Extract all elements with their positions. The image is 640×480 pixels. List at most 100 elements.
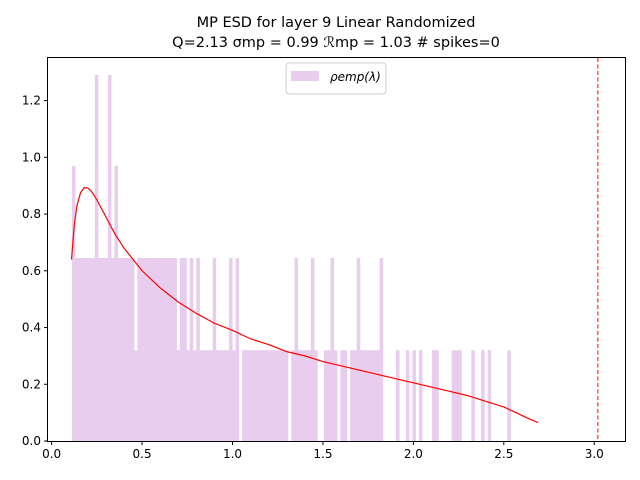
histogram-bar xyxy=(281,350,285,441)
histogram-bar xyxy=(88,258,92,441)
histogram-bar xyxy=(124,258,128,441)
histogram-bar xyxy=(359,350,364,441)
histogram-bar xyxy=(134,350,138,441)
histogram-bar xyxy=(111,258,115,441)
legend-box xyxy=(285,62,387,95)
histogram-bar xyxy=(278,350,282,441)
histogram-bar xyxy=(304,350,308,441)
histogram-bar xyxy=(432,350,436,441)
histogram-bar xyxy=(78,258,82,441)
histogram-bar xyxy=(261,350,266,441)
y-tick-label: 0.0 xyxy=(22,434,41,448)
histogram-bar xyxy=(255,350,259,441)
histogram-bar xyxy=(232,350,236,441)
histogram-bar xyxy=(435,350,439,441)
histogram-bar xyxy=(451,350,456,441)
histogram-bar xyxy=(487,350,492,441)
histogram-bar xyxy=(343,350,348,441)
histogram-bar xyxy=(323,350,328,441)
histogram-bar xyxy=(202,350,207,441)
plot-frame xyxy=(47,57,626,442)
histogram-bar xyxy=(471,350,475,441)
histogram-bar xyxy=(373,350,377,441)
histogram-bar xyxy=(120,258,125,441)
histogram-bar xyxy=(212,258,217,441)
x-tick-label: 2.5 xyxy=(494,447,513,461)
histogram-bar xyxy=(104,258,109,441)
histogram-bar xyxy=(229,258,233,441)
histogram-bar xyxy=(369,350,374,441)
histogram-bar xyxy=(379,258,384,441)
fit-curves xyxy=(70,58,599,441)
histogram-bar xyxy=(117,258,122,441)
histogram-bar xyxy=(314,350,318,441)
histogram-bar xyxy=(251,350,256,441)
histogram-bar xyxy=(81,258,86,441)
histogram-bar xyxy=(71,165,76,441)
histogram-bar xyxy=(170,258,174,441)
histogram-bar xyxy=(235,258,240,441)
chart-title-line2: Q=2.13 σmp = 0.99 ℛmp = 1.03 # spikes=0 xyxy=(172,35,500,51)
histogram-bar xyxy=(307,350,312,441)
histogram-bar xyxy=(245,350,249,441)
histogram-bar xyxy=(130,258,135,441)
histogram-bar xyxy=(225,350,230,441)
histogram-bar xyxy=(284,350,289,441)
histogram-bars xyxy=(71,75,511,442)
x-tick-label: 1.0 xyxy=(223,447,242,461)
histogram-bar xyxy=(193,350,197,441)
histogram-bar xyxy=(163,258,168,441)
histogram-bar xyxy=(405,350,410,441)
histogram-bar xyxy=(222,350,227,441)
histogram-bar xyxy=(186,350,191,441)
histogram-bar xyxy=(166,258,171,441)
histogram-bar xyxy=(157,258,161,441)
histogram-bar xyxy=(150,258,155,441)
x-tick-label: 0.0 xyxy=(42,447,61,461)
histogram-bar xyxy=(160,258,164,441)
histogram-bar xyxy=(143,258,148,441)
histogram-bar xyxy=(137,258,141,441)
histogram-bar xyxy=(219,350,223,441)
histogram-bar xyxy=(153,258,158,441)
histogram-bar xyxy=(310,258,315,441)
histogram-bar xyxy=(258,350,263,441)
histogram-bar xyxy=(183,258,187,441)
y-axis: 0.0 0.2 0.4 0.6 0.8 1.0 1.2 xyxy=(22,94,48,448)
y-tick-label: 0.2 xyxy=(22,377,41,391)
x-tick-label: 2.0 xyxy=(404,447,423,461)
histogram-bar xyxy=(297,350,302,441)
histogram-bar xyxy=(376,350,380,441)
y-tick-label: 1.2 xyxy=(22,94,41,108)
histogram-bar xyxy=(350,350,354,441)
legend: ρemp(λ) xyxy=(285,62,387,95)
histogram-bar xyxy=(199,350,204,441)
histogram-bar xyxy=(179,258,184,441)
histogram-bar xyxy=(291,350,295,441)
histogram-bar xyxy=(94,75,99,442)
y-tick-label: 1.0 xyxy=(22,150,41,164)
histogram-bar xyxy=(356,258,361,441)
histogram-bar xyxy=(189,258,194,441)
legend-label: ρemp(λ) xyxy=(330,70,381,84)
histogram-bar xyxy=(340,350,344,441)
legend-swatch xyxy=(291,71,319,81)
histogram-bar xyxy=(107,75,112,442)
histogram-bar xyxy=(271,350,276,441)
histogram-bar xyxy=(206,350,210,441)
histogram-bar xyxy=(91,258,96,441)
histogram-bar xyxy=(481,350,485,441)
histogram-bar xyxy=(75,258,79,441)
y-tick-label: 0.4 xyxy=(22,321,41,335)
histogram-bar xyxy=(301,350,305,441)
histogram-bar xyxy=(454,350,459,441)
chart-title-line1: MP ESD for layer 9 Linear Randomized xyxy=(197,15,476,31)
histogram-bar xyxy=(274,350,279,441)
histogram-bar xyxy=(209,350,213,441)
histogram-bar xyxy=(101,258,105,441)
histogram-bar xyxy=(294,258,299,441)
histogram-bar xyxy=(412,350,416,441)
y-tick-label: 0.6 xyxy=(22,264,41,278)
histogram-bar xyxy=(268,350,272,441)
